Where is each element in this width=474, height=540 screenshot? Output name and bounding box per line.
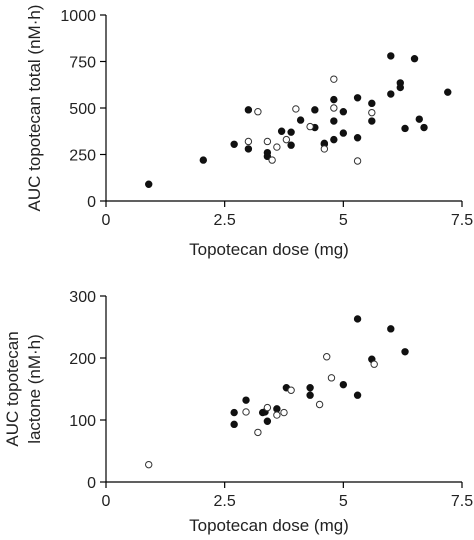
bottom-filled-point — [263, 417, 272, 425]
top-open-point — [306, 122, 314, 131]
top-filled-point — [396, 83, 404, 92]
bottom-open-point — [280, 408, 288, 417]
top-y-tick-label: 1000 — [60, 8, 96, 25]
top-open-point — [330, 75, 338, 83]
top-filled-point — [339, 108, 348, 116]
top-filled-point — [244, 106, 253, 114]
top-filled-point — [353, 134, 362, 142]
top-filled-point — [199, 156, 208, 164]
bottom-open-point — [315, 400, 324, 409]
top-x-axis-label: Topotecan dose (mg) — [189, 240, 349, 259]
top-filled-point — [353, 94, 362, 102]
bottom-open-point — [263, 403, 272, 412]
top-open-point — [244, 137, 253, 146]
top-filled-point — [387, 52, 395, 60]
bottom-y-axis-label-line: lactone (nM·h) — [25, 334, 44, 444]
top-x-tick-label: 5 — [339, 212, 348, 229]
bottom-open-point — [370, 360, 378, 368]
bottom-open-point — [242, 408, 250, 416]
bottom-open-point — [287, 386, 295, 394]
top-open-point — [263, 137, 272, 146]
bottom-filled-point — [306, 391, 314, 399]
top-open-point — [292, 105, 300, 113]
top-filled-point — [244, 145, 253, 153]
bottom-x-tick-label: 5 — [339, 493, 348, 510]
bottom-open-point — [327, 374, 336, 382]
bottom-y-axis-label: AUC topotecan lactone (nM·h) — [3, 331, 44, 446]
bottom-filled-point — [353, 391, 362, 399]
bottom-filled-point — [306, 384, 314, 392]
top-y-tick-label: 750 — [69, 55, 96, 72]
top-filled-point — [330, 135, 338, 144]
bottom-filled-point — [401, 348, 409, 356]
top-filled-point — [230, 140, 238, 148]
bottom-x-axis-label: Topotecan dose (mg) — [189, 516, 349, 535]
top-x-tick-label: 0 — [102, 212, 111, 229]
top-filled-point — [339, 129, 348, 137]
bottom-x-tick-label: 2.5 — [214, 493, 236, 510]
bottom-y-tick-label: 0 — [87, 475, 96, 492]
top-open-point — [273, 143, 281, 151]
top-filled-point — [444, 88, 452, 96]
bottom-filled-point — [339, 380, 348, 389]
top-filled-point — [296, 116, 305, 124]
top-filled-point — [311, 106, 319, 114]
bottom-x-tick-label: 0 — [102, 493, 111, 510]
bottom-open-point — [145, 460, 153, 469]
top-y-tick-label: 500 — [69, 101, 96, 118]
top-filled-point — [368, 117, 376, 125]
bottom-y-tick-label: 100 — [69, 413, 96, 430]
bottom-y-tick-label: 200 — [69, 351, 96, 368]
top-filled-point — [287, 141, 295, 149]
bottom-x-tick-label: 7.5 — [451, 493, 473, 510]
bottom-filled-point — [242, 396, 250, 404]
top-filled-point — [330, 95, 338, 104]
top-filled-point — [145, 180, 153, 188]
top-filled-point — [401, 124, 409, 133]
top-filled-point — [368, 99, 376, 108]
bottom-open-point — [273, 411, 281, 419]
bottom-filled-point — [230, 408, 238, 417]
bottom-y-axis-label-line: AUC topotecan — [3, 331, 22, 446]
top-y-tick-label: 250 — [69, 148, 96, 165]
bottom-filled-point — [230, 420, 238, 429]
bottom-open-point — [323, 353, 331, 361]
top-filled-point — [287, 128, 295, 136]
top-open-point — [268, 156, 276, 164]
top-x-tick-label: 7.5 — [451, 212, 473, 229]
top-open-point — [320, 145, 329, 153]
top-filled-point — [415, 115, 423, 123]
top-open-point — [282, 135, 291, 144]
bottom-open-point — [254, 428, 262, 437]
top-y-tick-label: 0 — [87, 194, 96, 211]
top-open-point — [353, 157, 362, 165]
bottom-y-tick-label: 300 — [69, 289, 96, 306]
top-open-point — [254, 108, 262, 116]
bottom-filled-point — [273, 405, 281, 413]
bottom-filled-point — [387, 325, 395, 333]
bottom-chart: 0 100 200 300 0 2.5 5 7.5 Topotecan dose (mg) AUC… — [3, 289, 473, 535]
top-filled-point — [330, 117, 338, 125]
top-filled-point — [410, 55, 419, 63]
top-open-point — [368, 108, 376, 117]
top-filled-point — [420, 123, 428, 132]
top-filled-point — [277, 127, 286, 135]
top-filled-point — [263, 152, 272, 161]
top-chart: 0 250 500 750 1000 0 2.5 5 7.5 Topotecan dose (mg… — [25, 5, 473, 259]
bottom-filled-point — [353, 315, 362, 323]
top-x-tick-label: 2.5 — [214, 212, 236, 229]
top-filled-point — [387, 90, 395, 98]
top-open-point — [330, 104, 338, 112]
top-y-axis-label: AUC topotecan total (nM·h) — [25, 5, 44, 212]
